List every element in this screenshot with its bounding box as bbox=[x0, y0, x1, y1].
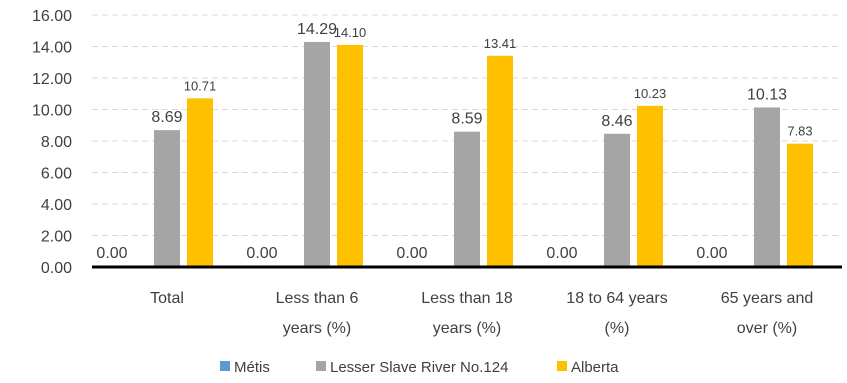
data-label: 10.13 bbox=[747, 86, 787, 103]
data-label: 7.83 bbox=[787, 124, 812, 139]
data-label: 0.00 bbox=[396, 245, 427, 262]
bar bbox=[187, 98, 213, 267]
category-label: 18 to 64 years bbox=[566, 290, 667, 307]
legend-entry: Métis bbox=[234, 359, 270, 376]
y-tick-label: 16.00 bbox=[32, 8, 72, 25]
legend-swatch bbox=[316, 361, 326, 371]
data-label: 8.46 bbox=[601, 113, 632, 130]
data-label: 13.41 bbox=[484, 36, 517, 51]
legend-swatch bbox=[220, 361, 230, 371]
category-label: Total bbox=[150, 290, 184, 307]
category-label: 65 years and bbox=[721, 290, 814, 307]
bar bbox=[337, 44, 363, 267]
category-label: over (%) bbox=[737, 320, 797, 337]
data-label: 0.00 bbox=[246, 245, 277, 262]
y-tick-label: 8.00 bbox=[41, 134, 72, 151]
data-label: 14.10 bbox=[334, 25, 367, 40]
y-axis-tick-labels: 0.00 2.00 4.00 6.00 8.00 10.00 12.00 14.00 16.00 bbox=[32, 8, 72, 277]
category-label: years (%) bbox=[283, 320, 351, 337]
y-tick-label: 2.00 bbox=[41, 229, 72, 246]
y-tick-label: 12.00 bbox=[32, 71, 72, 88]
data-label: 14.29 bbox=[297, 21, 337, 38]
data-label: 0.00 bbox=[696, 245, 727, 262]
bar bbox=[637, 105, 663, 267]
category-label: Less than 18 bbox=[421, 290, 513, 307]
data-label: 8.59 bbox=[451, 111, 482, 128]
legend-entry: Alberta bbox=[571, 359, 619, 376]
y-tick-label: 14.00 bbox=[32, 40, 72, 57]
y-tick-label: 4.00 bbox=[41, 197, 72, 214]
legend-swatch bbox=[557, 361, 567, 371]
category-labels: Total Less than 6 years (%) Less than 18 yea… bbox=[150, 290, 813, 337]
bar bbox=[487, 55, 513, 268]
bars bbox=[154, 41, 813, 268]
y-tick-label: 6.00 bbox=[41, 166, 72, 183]
bar bbox=[454, 131, 480, 267]
legend-entry: Lesser Slave River No.124 bbox=[330, 359, 508, 376]
bar bbox=[754, 107, 780, 267]
bar bbox=[604, 133, 630, 267]
bar bbox=[304, 41, 330, 268]
legend: Métis Lesser Slave River No.124 Alberta bbox=[220, 359, 619, 376]
bar bbox=[154, 130, 180, 267]
data-label: 10.23 bbox=[634, 86, 667, 101]
bar bbox=[787, 143, 813, 267]
category-label: years (%) bbox=[433, 320, 501, 337]
data-label: 0.00 bbox=[96, 245, 127, 262]
category-label: (%) bbox=[605, 320, 630, 337]
data-label: 0.00 bbox=[546, 245, 577, 262]
category-label: Less than 6 bbox=[276, 290, 359, 307]
y-tick-label: 10.00 bbox=[32, 103, 72, 120]
data-label: 10.71 bbox=[184, 78, 217, 93]
y-tick-label: 0.00 bbox=[41, 260, 72, 277]
data-label: 8.69 bbox=[151, 109, 182, 126]
